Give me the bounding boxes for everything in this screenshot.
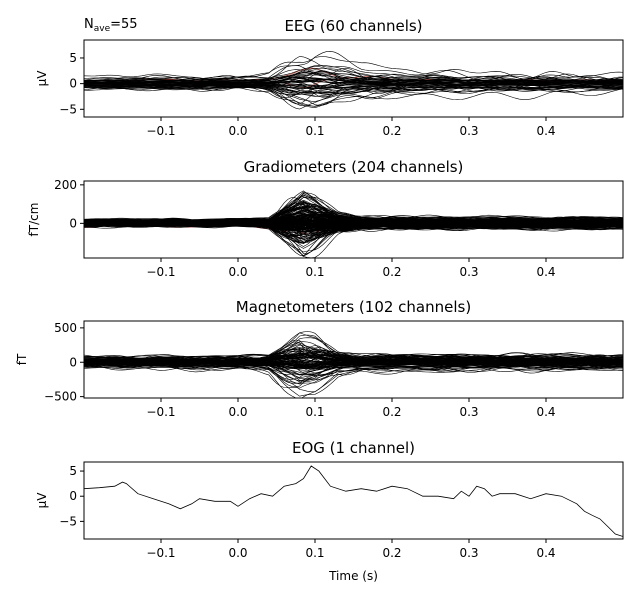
axes-frame	[83, 180, 624, 259]
panel-title: EOG (1 channel)	[292, 439, 415, 457]
axes-frame	[83, 39, 624, 118]
channel-trace	[84, 222, 623, 237]
x-tick-label: 0.3	[459, 124, 478, 138]
x-tick-label: 0.3	[459, 265, 478, 279]
y-tick-label: 5	[69, 464, 77, 478]
y-axis-label: fT/cm	[27, 203, 41, 237]
panel-title: EEG (60 channels)	[284, 17, 422, 35]
y-tick-label: 0	[69, 355, 77, 369]
x-tick-label: 0.2	[382, 546, 401, 560]
x-tick-label: −0.1	[146, 265, 175, 279]
x-tick-label: 0.0	[228, 265, 247, 279]
x-tick-label: 0.3	[459, 546, 478, 560]
y-tick-label: 0	[69, 216, 77, 230]
channel-trace	[84, 71, 623, 84]
y-axis-label: fT	[15, 353, 29, 365]
channel-trace	[84, 206, 623, 224]
channel-trace	[84, 65, 623, 81]
y-tick-label: −5	[59, 102, 77, 116]
x-tick-label: −0.1	[146, 546, 175, 560]
channel-trace	[84, 220, 623, 224]
x-tick-label: 0.4	[536, 124, 555, 138]
traces-1	[84, 190, 623, 258]
x-tick-label: 0.2	[382, 265, 401, 279]
channel-trace	[84, 84, 623, 102]
x-tick-label: 0.0	[228, 124, 247, 138]
y-axis-label: µV	[35, 492, 49, 509]
channel-trace	[84, 360, 623, 367]
y-tick-label: 200	[54, 178, 77, 192]
x-tick-label: 0.1	[305, 405, 324, 419]
x-tick-label: 0.2	[382, 124, 401, 138]
y-tick-label: 0	[69, 77, 77, 91]
channel-trace	[84, 360, 623, 388]
x-tick-label: 0.1	[305, 265, 324, 279]
x-tick-label: 0.4	[536, 546, 555, 560]
x-tick-label: 0.0	[228, 546, 247, 560]
panel-1: −0.1 0.0 0.1 0.2 0.3 0.4 0 200 Gradiometers (204…	[27, 158, 624, 279]
channel-trace	[84, 204, 623, 224]
y-tick-label: −5	[59, 514, 77, 528]
panel-2: −0.1 0.0 0.1 0.2 0.3 0.4 −500 0 500 Magnetometers…	[15, 298, 624, 419]
x-tick-label: 0.4	[536, 265, 555, 279]
eog-trace	[84, 465, 623, 537]
traces-0	[84, 50, 623, 110]
x-tick-label: −0.1	[146, 405, 175, 419]
traces-3	[84, 465, 623, 537]
x-tick-label: 0.1	[305, 124, 324, 138]
channel-trace	[84, 84, 623, 109]
channel-trace	[84, 358, 623, 369]
y-tick-label: 5	[69, 51, 77, 65]
n-ave-label: Nave=55	[84, 17, 138, 34]
panel-3: −0.1 0.0 0.1 0.2 0.3 0.4 −5 0 5 EOG (1 channel) µV…	[35, 439, 624, 583]
panel-title: Gradiometers (204 channels)	[244, 158, 464, 176]
channel-trace	[84, 363, 623, 382]
channel-trace	[84, 362, 623, 398]
y-tick-label: 500	[54, 321, 77, 335]
x-tick-label: 0.2	[382, 405, 401, 419]
y-axis-label: µV	[35, 70, 49, 87]
channel-trace	[84, 50, 623, 84]
axes-frame	[83, 461, 624, 540]
x-tick-label: 0.3	[459, 405, 478, 419]
panel-title: Magnetometers (102 channels)	[236, 298, 471, 316]
channel-trace	[84, 69, 623, 84]
axes-frame	[83, 320, 624, 399]
channel-trace	[84, 224, 623, 244]
x-axis-label: Time (s)	[328, 569, 378, 583]
panel-0: −0.1 0.0 0.1 0.2 0.3 0.4 −5 0 5 EEG (60 channels)…	[35, 17, 624, 138]
y-tick-label: −500	[44, 390, 77, 404]
x-tick-label: 0.0	[228, 405, 247, 419]
channel-trace	[84, 64, 623, 86]
x-tick-label: 0.4	[536, 405, 555, 419]
traces-2	[84, 331, 623, 398]
x-tick-label: 0.1	[305, 546, 324, 560]
x-tick-label: −0.1	[146, 124, 175, 138]
channel-trace	[84, 360, 623, 363]
y-tick-label: 0	[69, 489, 77, 503]
